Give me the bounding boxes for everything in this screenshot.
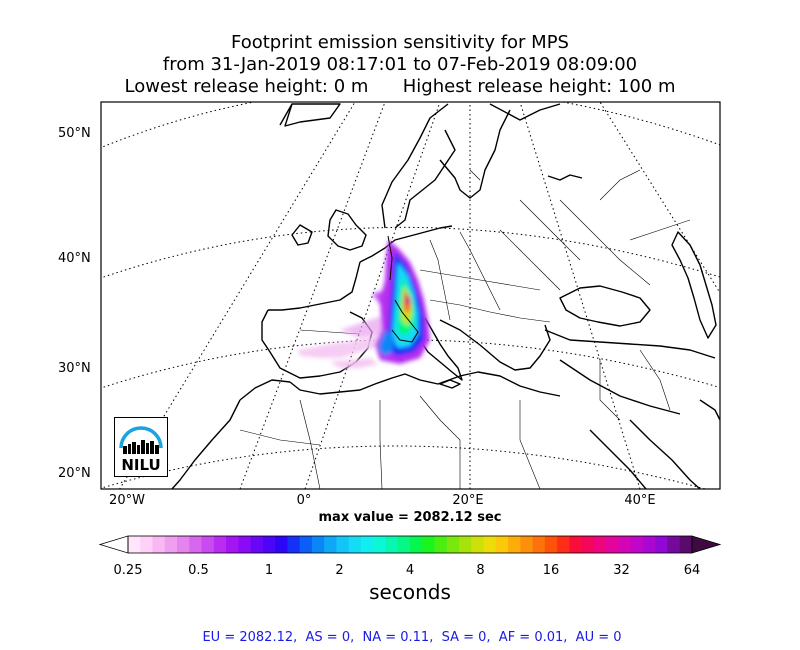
- lon-tick-20w: 20°W: [109, 493, 145, 508]
- colorbar-tick-label: 32: [613, 563, 630, 578]
- lon-tick-20e: 20°E: [452, 493, 484, 508]
- colorbar-segment: [324, 536, 337, 553]
- nilu-logo-text: NILU: [121, 456, 161, 474]
- colorbar-segment: [164, 536, 178, 553]
- region-summary-footer: EU = 2082.12, AS = 0, NA = 0.11, SA = 0,…: [202, 630, 622, 645]
- footprint-plume: [298, 240, 430, 368]
- colorbar-tick-label: 0.5: [188, 563, 209, 578]
- colorbar-segment: [459, 536, 472, 553]
- colorbar-segment: [422, 536, 436, 553]
- colorbar-segment: [275, 536, 288, 553]
- coastlines: [171, 103, 720, 489]
- colorbar-segment: [642, 536, 656, 553]
- colorbar-segment: [593, 536, 607, 553]
- colorbar-segment: [520, 536, 534, 553]
- colorbar-segment: [287, 536, 301, 553]
- colorbar-over-extension: [691, 535, 722, 554]
- colorbar-tick-label: 0.25: [113, 563, 143, 578]
- colorbar-segment: [189, 536, 203, 553]
- colorbar-segment: [262, 536, 276, 553]
- colorbar-segment: [508, 536, 521, 553]
- lat-tick-30n: 30°N: [58, 361, 91, 376]
- lon-tick-0: 0°: [296, 493, 312, 508]
- plume-borders: [387, 235, 419, 343]
- colorbar-segment: [532, 536, 546, 553]
- colorbar-segment: [177, 536, 190, 553]
- colorbar-tick-label: 64: [683, 563, 701, 578]
- colorbar-segment: [373, 536, 386, 553]
- colorbar: [98, 535, 722, 554]
- lat-tick-50n: 50°N: [58, 126, 91, 141]
- colorbar-segment: [581, 536, 595, 553]
- colorbar-tick-label: 2: [335, 563, 344, 578]
- colorbar-segment: [495, 536, 509, 553]
- colorbar-segment: [213, 536, 227, 553]
- colorbar-segment: [226, 536, 239, 553]
- colorbar-tick-label: 16: [542, 563, 560, 578]
- colorbar-segment: [544, 536, 558, 553]
- colorbar-segment: [655, 536, 668, 553]
- colorbar-outline: [127, 535, 693, 554]
- colorbar-segment: [140, 536, 154, 553]
- colorbar-tick-label: 4: [405, 563, 415, 578]
- colorbar-segment: [569, 536, 583, 553]
- colorbar-segment: [238, 536, 252, 553]
- colorbar-under-extension: [98, 535, 129, 554]
- colorbar-segment: [336, 536, 350, 553]
- nilu-logo-mark: [119, 426, 163, 454]
- colorbar-segment: [360, 536, 374, 553]
- lon-tick-40e: 40°E: [624, 493, 656, 508]
- colorbar-tick-label: 1: [264, 563, 274, 578]
- colorbar-segment: [152, 536, 166, 553]
- colorbar-segment: [311, 536, 325, 553]
- map-frame: [100, 101, 721, 490]
- colorbar-segment: [128, 536, 141, 553]
- colorbar-segment: [446, 536, 460, 553]
- colorbar-segment: [630, 536, 644, 553]
- colorbar-segment: [201, 536, 215, 553]
- colorbar-segment: [348, 536, 362, 553]
- chart-title-line-3: Lowest release height: 0 m Highest relea…: [124, 76, 676, 97]
- colorbar-segment: [397, 536, 411, 553]
- lat-tick-40n: 40°N: [58, 251, 91, 266]
- colorbar-label: seconds: [369, 580, 451, 604]
- lat-tick-20n: 20°N: [58, 466, 91, 481]
- max-value-text: max value = 2082.12 sec: [318, 510, 502, 525]
- colorbar-segment: [471, 536, 485, 553]
- chart-title-line-1: Footprint emission sensitivity for MPS: [231, 32, 569, 53]
- colorbar-tick-label: 8: [476, 563, 485, 578]
- chart-title-line-2: from 31-Jan-2019 08:17:01 to 07-Feb-2019…: [162, 54, 638, 75]
- nilu-logo: NILU: [114, 417, 168, 477]
- colorbar-segment: [299, 536, 313, 553]
- colorbar-segment: [667, 536, 681, 553]
- colorbar-segment: [483, 536, 497, 553]
- colorbar-segment: [679, 536, 693, 553]
- colorbar-segment: [618, 536, 632, 553]
- colorbar-segment: [250, 536, 264, 553]
- colorbar-segment: [606, 536, 619, 553]
- colorbar-segment: [385, 536, 399, 553]
- colorbar-segment: [557, 536, 570, 553]
- colorbar-segment: [410, 536, 423, 553]
- colorbar-segment: [434, 536, 448, 553]
